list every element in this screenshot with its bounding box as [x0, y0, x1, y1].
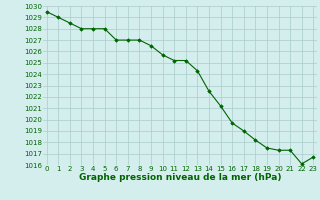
X-axis label: Graphe pression niveau de la mer (hPa): Graphe pression niveau de la mer (hPa) — [79, 173, 281, 182]
